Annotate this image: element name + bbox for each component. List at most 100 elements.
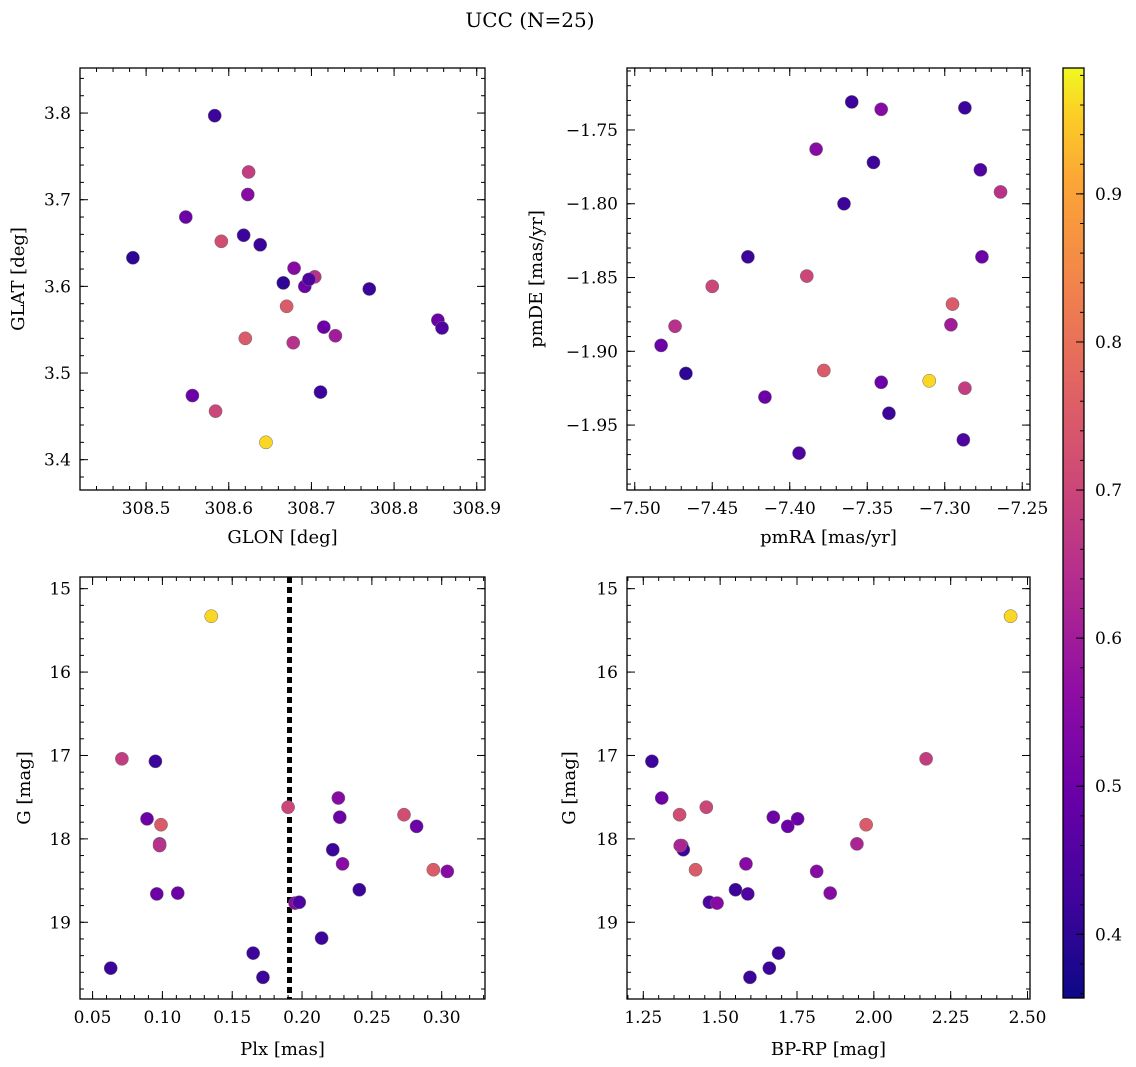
y-tick-label: 17 — [596, 746, 618, 766]
scatter-point — [740, 887, 755, 901]
axes-frame — [626, 67, 1031, 491]
scatter-point — [287, 261, 301, 276]
x-tick-label: 0.20 — [283, 1008, 321, 1028]
scatter-point — [919, 751, 933, 766]
x-tick-label: 308.6 — [204, 499, 253, 519]
y-tick-label: 18 — [596, 830, 618, 850]
scatter-point — [645, 754, 659, 769]
plot-plx-g: 0.05 0.10 0.15 0.20 0.25 0.30 15 16 17 18 19 Plx [m… — [14, 576, 486, 1060]
scatter-point — [993, 185, 1008, 199]
axes-frame — [79, 576, 486, 1000]
scatter-point — [246, 946, 261, 960]
x-axis-label-glon-deg: GLON [deg] — [227, 527, 337, 548]
scatter-point — [741, 250, 755, 264]
scatter-point — [956, 432, 971, 447]
y-tick-label: −1.85 — [566, 269, 618, 289]
plot-glon-glat: 308.5 308.6 308.7 308.8 308.9 3.4 3.5 3.6 3.7 3.8… — [8, 67, 501, 548]
colorbar-frame — [1062, 67, 1085, 999]
plot-pmra-pmde: −7.50 −7.45 −7.40 −7.35 −7.30 −7.25 −1.95 −1.90… — [526, 67, 1048, 548]
y-tick-label: 3.4 — [44, 451, 71, 471]
scatter-point — [170, 886, 185, 900]
y-tick-label: 15 — [49, 580, 71, 600]
scatter-point — [435, 321, 449, 335]
x-tick-label: 0.30 — [423, 1008, 461, 1028]
x-tick-label: −7.30 — [919, 499, 971, 519]
x-tick-label: −7.50 — [609, 499, 661, 519]
scatter-point — [973, 162, 988, 177]
scatter-point — [1003, 609, 1018, 624]
scatter-point — [279, 299, 294, 314]
scatter-point — [286, 335, 301, 350]
scatter-point — [314, 931, 329, 945]
scatter-point — [874, 102, 889, 117]
scatter-point — [743, 970, 757, 985]
y-tick-label: −1.80 — [566, 195, 618, 215]
x-axis-label-bp-rp-mag: BP-RP [mag] — [771, 1039, 886, 1060]
scatter-point — [817, 363, 831, 378]
scatter-point — [207, 108, 222, 123]
scatter-point — [115, 751, 129, 766]
x-tick-label: 2.25 — [932, 1008, 970, 1028]
x-tick-label: 1.50 — [701, 1008, 739, 1028]
scatter-point — [331, 791, 346, 805]
colorbar-tick-label: 0.8 — [1095, 333, 1122, 353]
y-tick-label: 3.8 — [44, 104, 71, 124]
scatter-point — [253, 237, 268, 252]
x-tick-label: 0.25 — [353, 1008, 391, 1028]
x-tick-label: 0.05 — [74, 1008, 112, 1028]
scatter-point — [654, 338, 668, 353]
colorbar-tick-label: 0.5 — [1095, 777, 1122, 797]
scatter-point — [316, 320, 331, 334]
scatter-point — [325, 842, 340, 857]
scatter-point — [771, 946, 786, 960]
y-tick-label: 16 — [49, 663, 71, 683]
scatter-point — [823, 886, 838, 900]
scatter-point — [292, 895, 307, 910]
scatter-point — [672, 807, 687, 822]
x-axis-label-plx-mas: Plx [mas] — [240, 1039, 325, 1060]
scatter-point — [958, 381, 972, 396]
x-tick-label: 0.15 — [213, 1008, 251, 1028]
y-tick-label: 16 — [596, 663, 618, 683]
scatter-point — [850, 837, 864, 851]
y-tick-label: −1.75 — [566, 121, 618, 141]
scatter-point — [837, 196, 851, 211]
scatter-point — [705, 279, 720, 294]
x-tick-label: 308.7 — [287, 499, 336, 519]
scatter-point — [699, 800, 714, 815]
x-tick-label: −7.25 — [996, 499, 1048, 519]
scatter-point — [780, 819, 795, 834]
scatter-point — [302, 272, 316, 287]
scatter-point — [426, 862, 441, 877]
scatter-point — [241, 165, 256, 179]
scatter-point — [332, 810, 347, 825]
scatter-point — [975, 250, 989, 264]
scatter-point — [859, 817, 874, 832]
colorbar: 0.4 0.5 0.6 0.7 0.8 0.9 — [1062, 67, 1122, 999]
scatter-point — [204, 609, 219, 624]
scatter-point — [958, 100, 972, 115]
x-tick-label: 1.25 — [624, 1008, 662, 1028]
scatter-point — [728, 882, 743, 897]
x-tick-label: 308.8 — [370, 499, 419, 519]
scatter-point — [654, 791, 669, 805]
scatter-point — [809, 142, 823, 157]
scatter-point — [397, 807, 411, 822]
scatter-point — [673, 838, 688, 853]
scatter-point — [710, 896, 724, 910]
scatter-point — [809, 864, 824, 879]
x-axis-label-pmra-mas-yr: pmRA [mas/yr] — [760, 527, 897, 548]
x-tick-label: −7.40 — [764, 499, 816, 519]
x-tick-label: 308.5 — [122, 499, 171, 519]
scatter-point — [154, 817, 168, 832]
scatter-point — [944, 317, 958, 332]
y-tick-label: 19 — [596, 913, 618, 933]
scatter-point — [668, 319, 682, 334]
scatter-point — [148, 754, 163, 769]
scatter-point — [335, 857, 350, 871]
colorbar-tick-label: 0.6 — [1095, 629, 1122, 649]
scatter-point — [440, 864, 455, 879]
scatter-point — [844, 95, 859, 109]
scatter-point — [739, 857, 753, 871]
x-tick-label: 308.9 — [452, 499, 501, 519]
